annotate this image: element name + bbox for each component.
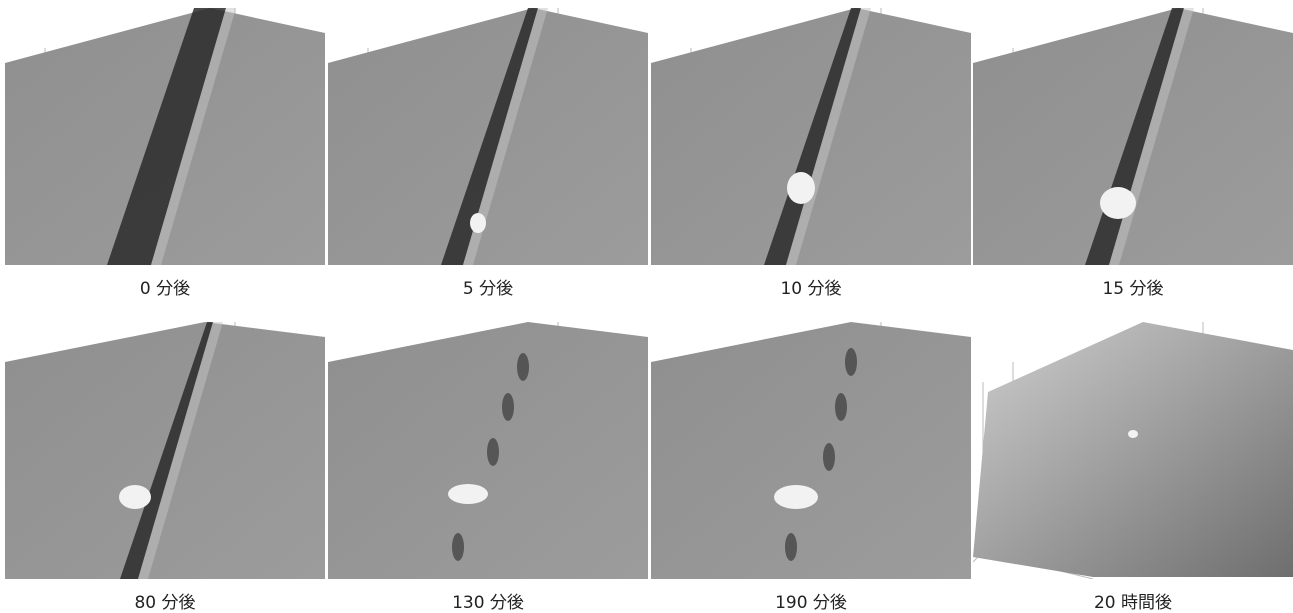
caption: 10 分後 bbox=[651, 274, 971, 298]
surface bbox=[973, 322, 1293, 577]
dark-spot bbox=[487, 438, 499, 466]
panel: 130 分後 bbox=[328, 322, 648, 612]
dark-spot bbox=[517, 353, 529, 381]
panel: 15 分後 bbox=[973, 8, 1293, 298]
dark-spot bbox=[845, 348, 857, 376]
surface bbox=[651, 322, 971, 579]
panel: 80 分後 bbox=[5, 322, 325, 612]
panel: 190 分後 bbox=[651, 322, 971, 612]
panel: 20 時間後 bbox=[973, 322, 1293, 612]
surface-image bbox=[5, 8, 325, 265]
surface-image bbox=[328, 8, 648, 265]
dark-spot bbox=[785, 533, 797, 561]
surface-image bbox=[973, 8, 1293, 265]
deposit bbox=[1100, 187, 1136, 219]
dark-spot bbox=[823, 443, 835, 471]
deposit bbox=[774, 485, 818, 509]
surface-image bbox=[973, 322, 1293, 579]
panel: 0 分後 bbox=[5, 8, 325, 298]
surface-image bbox=[5, 322, 325, 579]
caption: 190 分後 bbox=[651, 588, 971, 612]
deposit bbox=[448, 484, 488, 504]
deposit bbox=[470, 213, 486, 233]
dark-spot bbox=[452, 533, 464, 561]
caption: 15 分後 bbox=[973, 274, 1293, 298]
panel: 5 分後 bbox=[328, 8, 648, 298]
caption: 0 分後 bbox=[5, 274, 325, 298]
deposit bbox=[1128, 430, 1138, 438]
figure: 0 分後 5 分後 10 分後 15 分後 80 分後 130 分後 190 分… bbox=[0, 0, 1293, 612]
dark-spot bbox=[502, 393, 514, 421]
caption: 20 時間後 bbox=[973, 588, 1293, 612]
panel: 10 分後 bbox=[651, 8, 971, 298]
deposit bbox=[119, 485, 151, 509]
surface-image bbox=[328, 322, 648, 579]
caption: 80 分後 bbox=[5, 588, 325, 612]
dark-spot bbox=[835, 393, 847, 421]
caption: 5 分後 bbox=[328, 274, 648, 298]
deposit bbox=[787, 172, 815, 204]
surface-image bbox=[651, 322, 971, 579]
surface-image bbox=[651, 8, 971, 265]
caption: 130 分後 bbox=[328, 588, 648, 612]
